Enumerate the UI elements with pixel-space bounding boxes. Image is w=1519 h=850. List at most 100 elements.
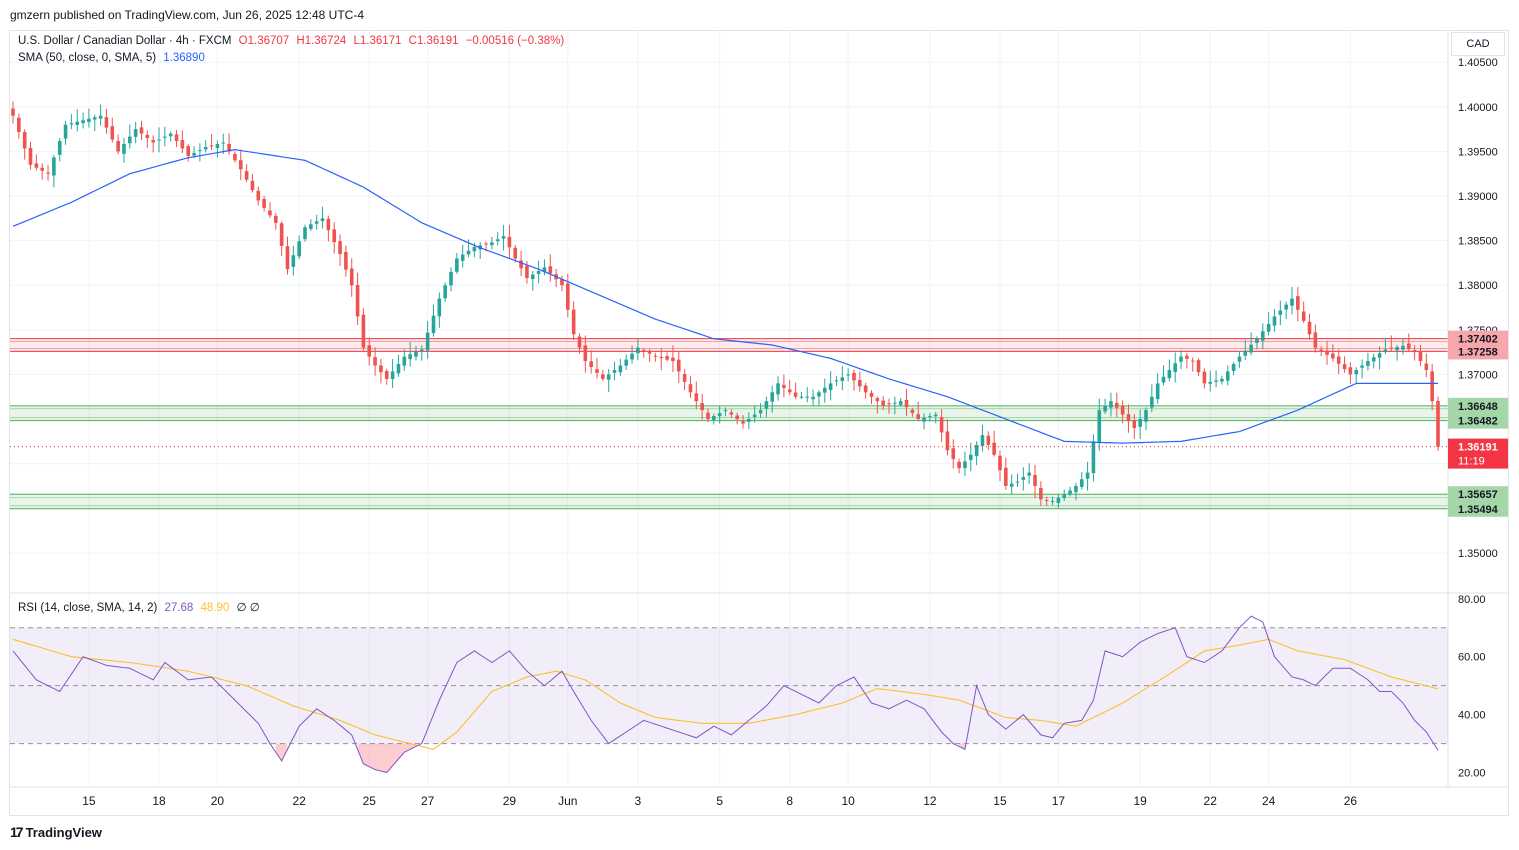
time-tick-22: 22 [1204, 794, 1218, 808]
candle [28, 141, 33, 170]
candle [151, 135, 155, 153]
candle-body [490, 242, 494, 246]
candle [647, 349, 652, 363]
candle [46, 164, 50, 181]
candle [1424, 353, 1429, 378]
sma-label[interactable]: SMA (50, close, 0, SMA, 5) [18, 52, 157, 64]
candle [1114, 392, 1119, 418]
candle-body [227, 143, 231, 152]
candle [735, 412, 739, 425]
candle-body [268, 210, 272, 216]
candle [858, 371, 862, 392]
candle [1249, 332, 1253, 356]
candle-body [1214, 380, 1218, 382]
chart-canvas[interactable]: 1.40500 1.40000 1.39500 1.39000 1.38500 1.380… [10, 31, 1508, 815]
candle-body [822, 387, 827, 393]
candle-body [793, 392, 798, 397]
low-value: L1.36171 [353, 35, 402, 47]
candle [700, 394, 704, 420]
candle [852, 369, 856, 391]
candle-body [957, 461, 961, 469]
candle [122, 137, 126, 163]
candle-body [612, 369, 617, 373]
candle-body [163, 136, 167, 138]
currency-button[interactable]: CAD [1451, 32, 1505, 56]
candle-body [443, 285, 447, 299]
candle [741, 414, 745, 429]
candle-body [636, 347, 640, 354]
level-label-5: 1.35657 [1458, 489, 1498, 501]
candle-body [741, 421, 745, 424]
candle-body [1260, 331, 1265, 341]
candle-body [1208, 381, 1213, 384]
candle-body [764, 401, 769, 409]
symbol-label[interactable]: U.S. Dollar / Canadian Dollar · 4h · FXC… [18, 35, 232, 47]
candle [414, 345, 418, 361]
candle [752, 405, 757, 423]
candle-body [676, 359, 681, 372]
candle [332, 222, 337, 254]
candle [320, 206, 325, 229]
candle-body [1366, 361, 1370, 366]
candle-body [577, 336, 582, 348]
candle-body [180, 140, 185, 149]
candle [536, 260, 541, 284]
candle-body [256, 190, 261, 201]
candle-body [1033, 475, 1037, 486]
candle-body [566, 283, 570, 310]
tradingview-brand[interactable]: 17 TradingView [10, 824, 102, 840]
candle [957, 458, 961, 474]
candle [618, 358, 623, 376]
candle [706, 408, 710, 423]
candle-body [431, 315, 436, 334]
candle-body [875, 398, 880, 402]
candle [1307, 313, 1312, 340]
candle [1313, 324, 1318, 353]
candle-body [332, 229, 337, 243]
candle [945, 419, 950, 456]
candle-body [98, 115, 103, 119]
candle-body [1179, 356, 1183, 362]
candle [40, 163, 45, 180]
candle [682, 368, 687, 391]
candle [1371, 353, 1376, 369]
candle [215, 140, 220, 158]
candle-body [507, 236, 512, 248]
candle-body [986, 435, 991, 445]
candle-body [595, 369, 599, 373]
candle-body [1319, 349, 1323, 352]
candle [186, 144, 191, 162]
candle [1377, 346, 1382, 370]
candle [998, 450, 1002, 481]
candle [390, 359, 395, 388]
rsi-label[interactable]: RSI (14, close, SMA, 14, 2) [18, 602, 158, 614]
candle-body [846, 374, 850, 376]
candle [992, 430, 996, 457]
candle [490, 236, 494, 250]
candle [478, 242, 483, 259]
candle-body [192, 152, 196, 156]
candle [641, 348, 646, 358]
candle [863, 382, 868, 399]
candle [1167, 359, 1172, 382]
candle-body [110, 126, 115, 140]
rsi-oversold-fill [275, 743, 288, 761]
candle [157, 127, 161, 153]
candle-body [104, 117, 109, 128]
candle [180, 130, 185, 154]
sma-value: 1.36890 [163, 52, 205, 64]
candle-body [1021, 477, 1026, 480]
candle [951, 439, 956, 469]
candle [174, 130, 179, 148]
candle [1208, 370, 1213, 392]
candle-body [52, 157, 56, 176]
candle [250, 173, 255, 193]
candle [1225, 365, 1230, 386]
candle-body [1377, 353, 1382, 358]
candle [828, 371, 833, 401]
publisher-line: gmzern published on TradingView.com, Jun… [10, 8, 364, 22]
candle-body [1231, 364, 1236, 371]
candle [805, 387, 810, 403]
candle-body [665, 356, 669, 360]
candle [1260, 323, 1265, 350]
